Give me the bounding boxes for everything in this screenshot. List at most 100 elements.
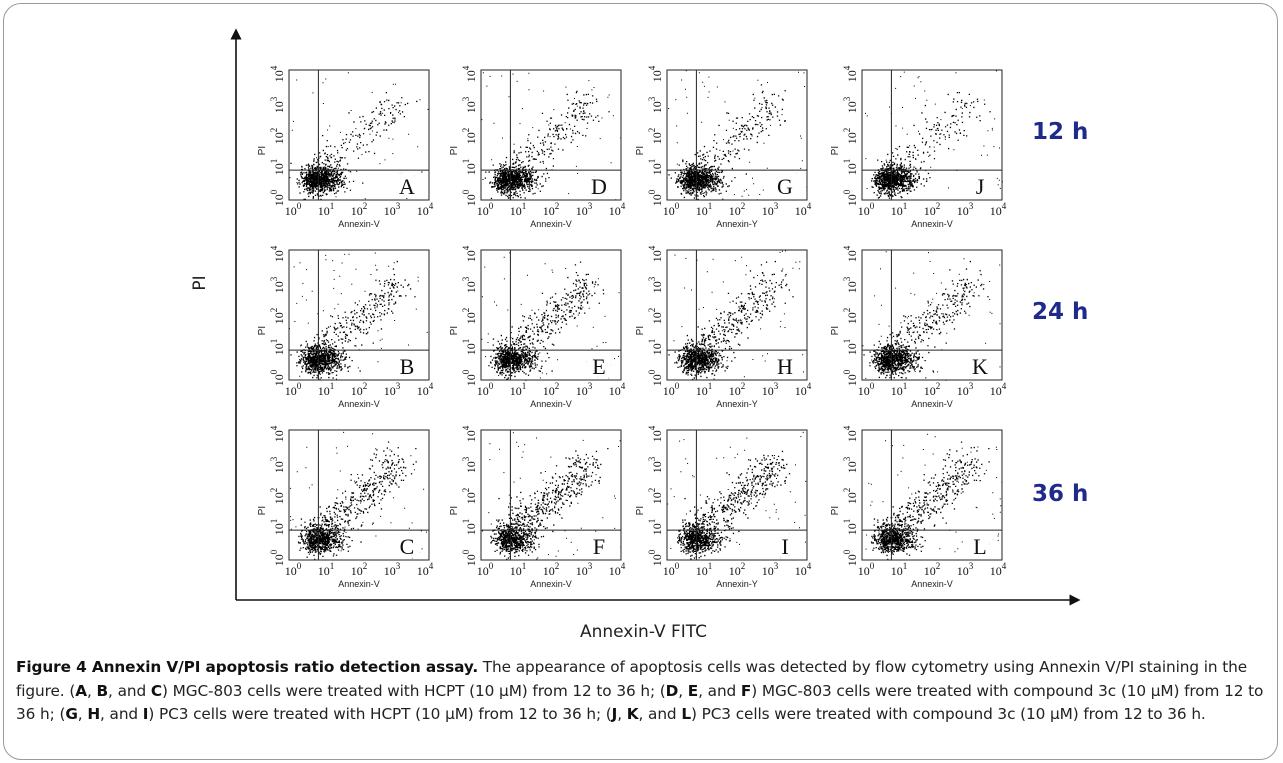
panel-y-label: PI xyxy=(830,326,841,335)
plot-frame xyxy=(666,69,808,201)
x-tick-label: 102 xyxy=(351,381,368,398)
y-tick-label: 103 xyxy=(461,276,478,293)
y-tick-label: 100 xyxy=(842,549,859,566)
panel-x-label: Annexin-Y xyxy=(716,399,758,409)
panel-x-label: Annexin-Y xyxy=(716,579,758,589)
y-tick-label: 104 xyxy=(461,65,478,82)
plot-frame xyxy=(861,429,1003,561)
panel-letter: K xyxy=(972,354,988,379)
x-tick-label: 102 xyxy=(924,381,941,398)
scatter-points xyxy=(668,250,804,380)
plot-frame xyxy=(480,429,622,561)
panel-y-label: PI xyxy=(830,146,841,155)
y-tick-label: 100 xyxy=(647,369,664,386)
y-tick-label: 101 xyxy=(842,159,859,176)
x-tick-label: 102 xyxy=(924,201,941,218)
x-tick-label: 103 xyxy=(957,201,974,218)
flow-cytometry-figure: PI A 100 101 102 103 104 100 101 102 103 104 Annexi… xyxy=(190,28,1088,606)
panel-letter-bg xyxy=(585,172,613,198)
plot-frame xyxy=(666,429,808,561)
panel-y-label: PI xyxy=(830,506,841,515)
panel-y-label: PI xyxy=(635,326,646,335)
scatter-dots xyxy=(667,431,807,560)
panel-x-label: Annexin-V xyxy=(338,219,380,229)
x-tick-label: 100 xyxy=(477,381,494,398)
plot-frame xyxy=(288,69,430,201)
x-tick-label: 101 xyxy=(318,561,335,578)
y-tick-label: 100 xyxy=(461,369,478,386)
y-tick-label: 100 xyxy=(269,189,286,206)
x-tick-label: 103 xyxy=(957,381,974,398)
panel-E: E 100 101 102 103 104 100 101 102 103 104 Annexin-V… xyxy=(449,245,626,409)
figure-frame xyxy=(3,3,1278,760)
x-tick-label: 104 xyxy=(990,381,1007,398)
panel-letter: L xyxy=(973,534,986,559)
x-tick-label: 101 xyxy=(510,381,527,398)
y-tick-label: 101 xyxy=(842,339,859,356)
caption-title: Figure 4 Annexin V/PI apoptosis ratio de… xyxy=(16,658,479,676)
plot-frame xyxy=(666,249,808,381)
y-tick-label: 103 xyxy=(842,96,859,113)
panel-x-label: Annexin-V xyxy=(530,579,572,589)
panel-y-label: PI xyxy=(449,326,460,335)
x-tick-label: 104 xyxy=(990,201,1007,218)
y-tick-label: 104 xyxy=(461,245,478,262)
y-tick-label: 102 xyxy=(647,128,664,145)
panel-x-label: Annexin-V xyxy=(911,219,953,229)
x-tick-label: 103 xyxy=(576,561,593,578)
panel-y-label: PI xyxy=(257,146,268,155)
panel-letter: G xyxy=(777,174,793,199)
panel-y-label: PI xyxy=(635,146,646,155)
y-tick-label: 100 xyxy=(269,549,286,566)
x-tick-label: 102 xyxy=(729,561,746,578)
x-tick-label: 103 xyxy=(762,201,779,218)
y-tick-label: 102 xyxy=(269,128,286,145)
y-tick-label: 101 xyxy=(461,339,478,356)
y-tick-label: 103 xyxy=(269,276,286,293)
y-tick-label: 103 xyxy=(269,456,286,473)
x-tick-label: 104 xyxy=(795,561,812,578)
x-tick-label: 104 xyxy=(609,561,626,578)
panel-letter-bg xyxy=(966,352,994,378)
panel-y-label: PI xyxy=(449,146,460,155)
panel-J: J 100 101 102 103 104 100 101 102 103 104 Annexin-V… xyxy=(830,65,1007,229)
y-tick-label: 103 xyxy=(461,456,478,473)
panel-A: A 100 101 102 103 104 100 101 102 103 104 Annexin-V… xyxy=(257,65,434,229)
panel-letter: H xyxy=(777,354,793,379)
plot-frame xyxy=(288,429,430,561)
y-tick-label: 101 xyxy=(842,519,859,536)
y-tick-label: 101 xyxy=(647,339,664,356)
panel-letter: C xyxy=(400,534,415,559)
y-tick-label: 100 xyxy=(461,549,478,566)
x-tick-label: 101 xyxy=(696,381,713,398)
y-tick-label: 103 xyxy=(647,276,664,293)
y-tick-label: 103 xyxy=(461,96,478,113)
x-tick-label: 102 xyxy=(729,381,746,398)
scatter-dots xyxy=(862,251,1001,381)
y-tick-label: 102 xyxy=(842,308,859,325)
panel-letter: F xyxy=(593,534,605,559)
scatter-dots xyxy=(290,431,427,560)
x-tick-label: 103 xyxy=(957,561,974,578)
y-axis-label: PI xyxy=(190,275,210,290)
y-tick-label: 100 xyxy=(842,369,859,386)
x-tick-label: 101 xyxy=(510,201,527,218)
x-axis-label: Annexin-V FITC xyxy=(579,622,708,642)
panel-letter: A xyxy=(399,174,415,199)
panel-letter-bg xyxy=(771,532,799,558)
x-tick-label: 101 xyxy=(891,201,908,218)
x-tick-label: 103 xyxy=(576,201,593,218)
panel-letter: B xyxy=(400,354,415,379)
scatter-dots xyxy=(481,252,620,381)
panel-L: L 100 101 102 103 104 100 101 102 103 104 Annexin-V… xyxy=(830,425,1007,589)
y-tick-label: 101 xyxy=(647,519,664,536)
x-tick-label: 104 xyxy=(417,201,434,218)
plot-frame xyxy=(480,249,622,381)
panel-x-label: Annexin-V xyxy=(911,399,953,409)
panel-y-label: PI xyxy=(449,506,460,515)
panel-K: K 100 101 102 103 104 100 101 102 103 104 Annexin-V… xyxy=(830,245,1007,409)
panel-H: H 100 101 102 103 104 100 101 102 103 104 Annexin-Y… xyxy=(635,245,812,409)
panel-C: C 100 101 102 103 104 100 101 102 103 104 Annexin-V… xyxy=(257,425,434,589)
panel-x-label: Annexin-Y xyxy=(716,219,758,229)
time-label-2: 24 h xyxy=(1032,299,1088,325)
